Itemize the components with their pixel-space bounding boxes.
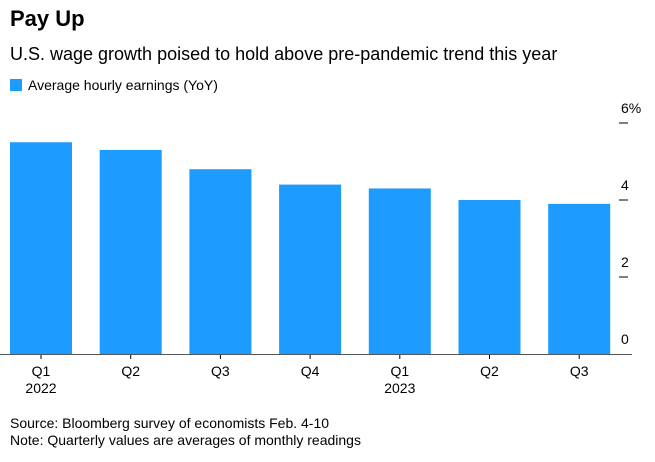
x-tick-label: Q2 [121,363,140,379]
source-note: Source: Bloomberg survey of economists F… [10,415,330,431]
legend: Average hourly earnings (YoY) [10,77,218,93]
x-tick-label: Q4 [301,363,320,379]
x-tick-label: Q3 [211,363,230,379]
x-tick-label: Q3 [570,363,589,379]
bar-5 [368,188,431,354]
x-tick-year-label: 2023 [384,380,415,396]
bar-6 [458,200,521,354]
bar-3 [189,169,252,354]
legend-label: Average hourly earnings (YoY) [28,77,218,93]
bar-4 [279,184,342,354]
x-tick-label: Q1 [32,363,51,379]
bar-2 [99,149,162,354]
legend-swatch [10,79,22,91]
y-tick-label: 6% [621,100,641,116]
y-tick-label: 4 [621,177,629,193]
x-tick-year-label: 2022 [25,380,56,396]
chart-notes: Source: Bloomberg survey of economists F… [10,415,361,449]
chart-title: Pay Up [10,6,85,31]
y-tick-label: 2 [621,254,629,270]
bar-1 [10,142,72,354]
x-tick-label: Q2 [480,363,499,379]
chart-subtitle: U.S. wage growth poised to hold above pr… [10,44,558,64]
y-tick-label: 0 [621,331,629,347]
footnote: Note: Quarterly values are averages of m… [10,432,361,448]
bar-7 [548,203,611,354]
x-tick-label: Q1 [390,363,409,379]
